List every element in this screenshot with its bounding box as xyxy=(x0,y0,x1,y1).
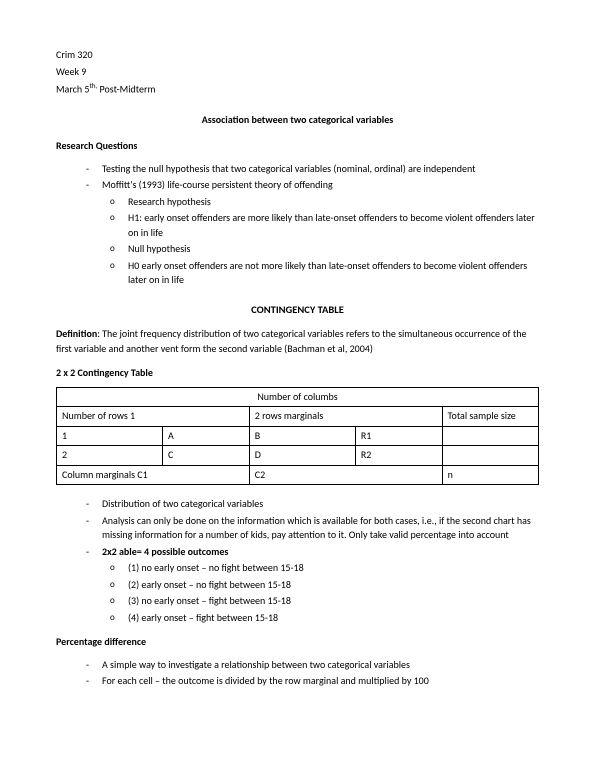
definition-block: Definition: The joint frequency distribu… xyxy=(56,327,539,356)
dash-icon: - xyxy=(86,545,102,560)
pt-bullet-text: Analysis can only be done on the informa… xyxy=(102,514,539,543)
pt-sub-text: (1) no early onset – no fight between 15… xyxy=(128,561,304,576)
pt-sub-text: (3) no early onset – fight between 15-18 xyxy=(128,594,291,609)
dash-icon: - xyxy=(86,514,102,543)
table-cell: n xyxy=(442,465,538,485)
contingency-table: Number of columbs Number of rows 1 2 row… xyxy=(56,387,539,486)
rq-sub-text: Research hypothesis xyxy=(128,195,211,210)
dash-icon: - xyxy=(86,658,102,673)
table-cell: 2 xyxy=(57,446,163,466)
table-cell: 2 rows marginals xyxy=(249,407,442,427)
table-cell: Column marginals C1 xyxy=(57,465,250,485)
pt-sub-text: (2) early onset – no fight between 15-18 xyxy=(128,578,291,593)
circle-icon: o xyxy=(110,211,128,240)
circle-icon: o xyxy=(110,561,128,576)
rq-sub-list: oResearch hypothesis oH1: early onset of… xyxy=(110,195,539,288)
rq-bullet-text: Moffitt's (1993) life-course persistent … xyxy=(102,178,333,193)
post-table-bullets: -Distribution of two categorical variabl… xyxy=(86,497,539,559)
rq-sub-text: Null hypothesis xyxy=(128,242,190,257)
page-title: Association between two categorical vari… xyxy=(56,113,539,128)
table-cell xyxy=(442,426,538,446)
table-cell: R1 xyxy=(355,426,442,446)
table-heading: 2 x 2 Contingency Table xyxy=(56,366,539,381)
dash-icon: - xyxy=(86,497,102,512)
rq-bullet-text: Testing the null hypothesis that two cat… xyxy=(102,162,475,177)
circle-icon: o xyxy=(110,578,128,593)
table-cell xyxy=(442,446,538,466)
week-label: Week 9 xyxy=(56,65,539,80)
pt-bullet-text: Distribution of two categorical variable… xyxy=(102,497,263,512)
rq-sub-text: H1: early onset offenders are more likel… xyxy=(128,211,539,240)
date-post: Post-Midterm xyxy=(97,82,155,95)
circle-icon: o xyxy=(110,611,128,626)
date-pre: March 5 xyxy=(56,82,90,95)
research-questions-heading: Research Questions xyxy=(56,139,539,154)
pd-bullet-text: For each cell – the outcome is divided b… xyxy=(102,674,429,689)
table-cell: Number of rows 1 xyxy=(57,407,250,427)
pd-bullet-text: A simple way to investigate a relationsh… xyxy=(102,658,410,673)
table-cell: Total sample size xyxy=(442,407,538,427)
table-cell: D xyxy=(249,446,355,466)
circle-icon: o xyxy=(110,242,128,257)
table-cell: B xyxy=(249,426,355,446)
dash-icon: - xyxy=(86,674,102,689)
rq-bullet-list: -Testing the null hypothesis that two ca… xyxy=(86,162,539,193)
definition-text: : The joint frequency distribution of tw… xyxy=(56,327,526,355)
pt-sub-text: (4) early onset – fight between 15-18 xyxy=(128,611,278,626)
date-label: March 5th, Post-Midterm xyxy=(56,81,539,97)
circle-icon: o xyxy=(110,259,128,288)
circle-icon: o xyxy=(110,195,128,210)
contingency-heading: CONTINGENCY TABLE xyxy=(56,302,539,317)
pct-diff-heading: Percentage difference xyxy=(56,635,539,650)
rq-sub-text: H0 early onset offenders are not more li… xyxy=(128,259,539,288)
course-code: Crim 320 xyxy=(56,48,539,63)
table-cell: R2 xyxy=(355,446,442,466)
dash-icon: - xyxy=(86,162,102,177)
pct-diff-bullets: -A simple way to investigate a relations… xyxy=(86,658,539,689)
pt-bullet-bold: 2x2 able= 4 possible outcomes xyxy=(102,545,228,560)
table-cell: C xyxy=(163,446,250,466)
table-top-header: Number of columbs xyxy=(57,387,539,407)
dash-icon: - xyxy=(86,178,102,193)
table-cell: C2 xyxy=(249,465,442,485)
table-cell: A xyxy=(163,426,250,446)
circle-icon: o xyxy=(110,594,128,609)
table-cell: 1 xyxy=(57,426,163,446)
pt-sub-list: o(1) no early onset – no fight between 1… xyxy=(110,561,539,625)
definition-label: Definition xyxy=(56,327,97,340)
